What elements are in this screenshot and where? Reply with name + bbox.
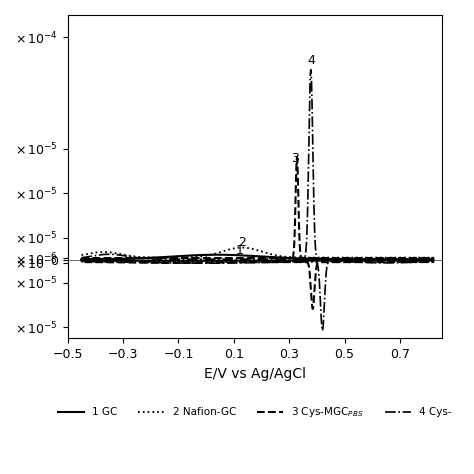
Text: 3: 3 bbox=[291, 152, 299, 165]
Text: 1: 1 bbox=[236, 244, 243, 256]
Text: 2: 2 bbox=[238, 237, 246, 249]
Text: 4: 4 bbox=[308, 54, 315, 67]
X-axis label: E/V vs Ag/AgCl: E/V vs Ag/AgCl bbox=[203, 366, 306, 381]
Legend: 1 GC, 2 Nafion-GC, 3 Cys-MGC$_{PBS}$, 4 Cys-: 1 GC, 2 Nafion-GC, 3 Cys-MGC$_{PBS}$, 4 … bbox=[54, 401, 456, 424]
